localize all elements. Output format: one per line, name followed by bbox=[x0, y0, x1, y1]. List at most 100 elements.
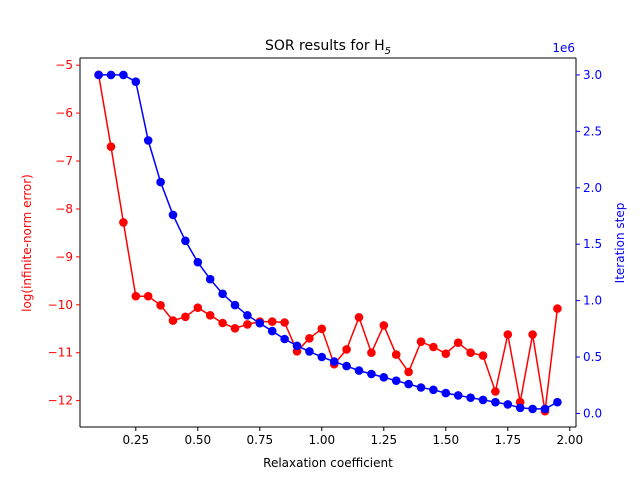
error-point bbox=[243, 320, 252, 329]
iteration-series bbox=[94, 70, 562, 414]
iteration-point bbox=[292, 341, 302, 351]
error-point bbox=[131, 291, 141, 301]
iteration-point bbox=[193, 257, 203, 267]
left-y-tick-label: −9 bbox=[55, 250, 73, 264]
error-point bbox=[478, 351, 488, 360]
x-tick-label: 0.75 bbox=[246, 433, 273, 447]
error-point bbox=[503, 330, 513, 339]
iteration-point bbox=[503, 400, 513, 409]
error-point bbox=[230, 324, 240, 333]
error-point bbox=[156, 301, 165, 310]
right-y-tick-label: 1.0 bbox=[583, 294, 602, 308]
iteration-point bbox=[280, 334, 289, 344]
right-y-tick-label: 2.5 bbox=[583, 124, 602, 138]
right-y-tick-label: 3.0 bbox=[583, 68, 602, 82]
iteration-point bbox=[404, 379, 413, 389]
iteration-point bbox=[205, 274, 215, 284]
x-tick-label: 2.00 bbox=[556, 433, 583, 447]
iteration-point bbox=[441, 388, 451, 398]
iteration-point bbox=[367, 369, 376, 379]
error-point bbox=[342, 345, 351, 354]
error-point bbox=[168, 316, 178, 325]
right-y-axis-label: Iteration step bbox=[613, 203, 627, 284]
error-point bbox=[466, 348, 475, 358]
iteration-point bbox=[317, 352, 327, 362]
left-y-tick-label: −12 bbox=[48, 394, 73, 408]
x-tick-label: 0.25 bbox=[122, 433, 149, 447]
left-y-tick-label: −5 bbox=[55, 58, 73, 72]
error-point bbox=[416, 337, 426, 347]
error-point bbox=[193, 303, 203, 313]
iteration-point bbox=[329, 357, 339, 366]
iteration-point bbox=[342, 361, 351, 371]
error-point bbox=[429, 342, 438, 352]
left-y-tick-label: −6 bbox=[55, 106, 73, 120]
error-point bbox=[218, 318, 227, 328]
error-point bbox=[367, 348, 376, 358]
error-point bbox=[553, 304, 562, 313]
error-point bbox=[305, 334, 314, 343]
right-y-tick-label: 0.0 bbox=[583, 406, 602, 420]
error-point bbox=[441, 349, 451, 359]
error-point bbox=[453, 338, 463, 348]
right-y-tick-label: 0.5 bbox=[583, 350, 602, 364]
iteration-point bbox=[218, 289, 227, 299]
error-point bbox=[119, 218, 128, 227]
x-tick-label: 1.25 bbox=[370, 433, 397, 447]
iteration-point bbox=[181, 236, 190, 246]
iteration-point bbox=[379, 373, 389, 382]
error-point bbox=[267, 317, 277, 326]
x-axis-label: Relaxation coefficient bbox=[263, 456, 393, 470]
x-tick-label: 1.75 bbox=[494, 433, 521, 447]
iteration-point bbox=[255, 318, 265, 328]
iteration-point bbox=[515, 403, 525, 413]
iteration-point bbox=[119, 70, 128, 80]
iteration-point bbox=[466, 393, 475, 403]
iteration-point bbox=[305, 347, 314, 356]
iteration-point bbox=[143, 136, 153, 145]
iteration-point bbox=[429, 385, 438, 395]
iteration-point bbox=[528, 404, 537, 414]
error-point bbox=[404, 367, 413, 377]
left-y-tick-label: −8 bbox=[55, 202, 73, 216]
iteration-point bbox=[243, 311, 252, 320]
error-point bbox=[205, 311, 215, 320]
chart-title: SOR results for H5 bbox=[265, 38, 391, 57]
error-point bbox=[143, 291, 153, 301]
iteration-point bbox=[156, 177, 165, 187]
iteration-point bbox=[106, 70, 116, 80]
error-point bbox=[528, 330, 537, 339]
error-point bbox=[391, 350, 401, 359]
iteration-point bbox=[391, 376, 401, 386]
chart-title-subscript: 5 bbox=[385, 46, 391, 57]
iteration-point bbox=[94, 70, 103, 80]
iteration-point bbox=[553, 397, 562, 407]
iteration-point bbox=[540, 404, 550, 414]
iteration-point bbox=[230, 300, 240, 310]
x-tick-label: 1.00 bbox=[308, 433, 335, 447]
error-point bbox=[280, 318, 289, 327]
error-point bbox=[491, 387, 500, 396]
iteration-point bbox=[416, 383, 426, 392]
right-axis-offset-label: 1e6 bbox=[552, 41, 575, 55]
x-tick-label: 1.50 bbox=[432, 433, 459, 447]
error-point bbox=[181, 312, 190, 322]
right-y-tick-label: 1.5 bbox=[583, 237, 602, 251]
x-tick-label: 0.50 bbox=[184, 433, 211, 447]
error-point bbox=[317, 324, 327, 334]
left-y-axis-label: log(infinite-norm error) bbox=[20, 174, 34, 312]
iteration-point bbox=[267, 326, 277, 336]
right-y-tick-label: 2.0 bbox=[583, 181, 602, 195]
iteration-point bbox=[354, 366, 364, 375]
error-point bbox=[379, 321, 389, 330]
iteration-point bbox=[491, 397, 500, 407]
iteration-point bbox=[453, 391, 463, 400]
iteration-point bbox=[168, 210, 178, 220]
left-y-tick-label: −7 bbox=[55, 154, 73, 168]
left-y-tick-label: −10 bbox=[48, 298, 73, 312]
iteration-point bbox=[478, 395, 488, 405]
axes: 0.25 0.50 0.75 1.00 1.25 1.50 1.75 2.00 −5 −6 −7 −8… bbox=[48, 57, 602, 447]
iteration-point bbox=[131, 77, 141, 86]
